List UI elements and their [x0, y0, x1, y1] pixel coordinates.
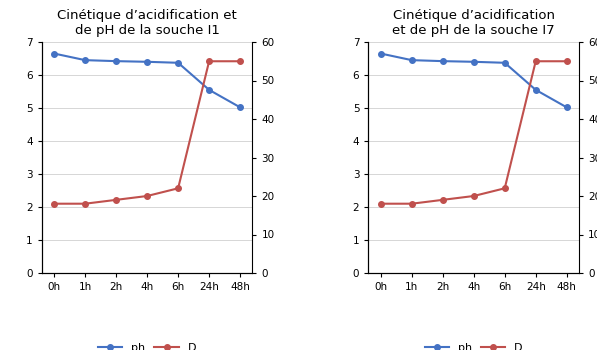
D — [408, 202, 416, 206]
ph — [143, 60, 150, 64]
ph — [470, 60, 478, 64]
ph — [113, 59, 120, 63]
D — [113, 198, 120, 202]
ph — [408, 58, 416, 62]
D — [377, 202, 384, 206]
D — [470, 194, 478, 198]
D — [532, 59, 539, 63]
D — [205, 59, 213, 63]
ph — [236, 105, 244, 110]
ph — [82, 58, 89, 62]
Title: Cinétique d’acidification et
de pH de la souche I1: Cinétique d’acidification et de pH de la… — [57, 9, 237, 37]
ph — [174, 61, 181, 65]
ph — [501, 61, 508, 65]
Line: D: D — [51, 58, 243, 206]
ph — [532, 88, 539, 92]
ph — [563, 105, 570, 110]
D — [51, 202, 58, 206]
Line: ph: ph — [51, 51, 243, 110]
D — [563, 59, 570, 63]
Line: D: D — [378, 58, 570, 206]
Title: Cinétique d’acidification
et de pH de la souche I7: Cinétique d’acidification et de pH de la… — [392, 9, 555, 37]
Legend: ph, D: ph, D — [424, 343, 523, 350]
ph — [51, 51, 58, 56]
Line: ph: ph — [378, 51, 570, 110]
D — [174, 186, 181, 190]
ph — [205, 88, 213, 92]
D — [439, 198, 447, 202]
Legend: ph, D: ph, D — [98, 343, 196, 350]
D — [236, 59, 244, 63]
ph — [439, 59, 447, 63]
D — [82, 202, 89, 206]
D — [143, 194, 150, 198]
ph — [377, 51, 384, 56]
D — [501, 186, 508, 190]
